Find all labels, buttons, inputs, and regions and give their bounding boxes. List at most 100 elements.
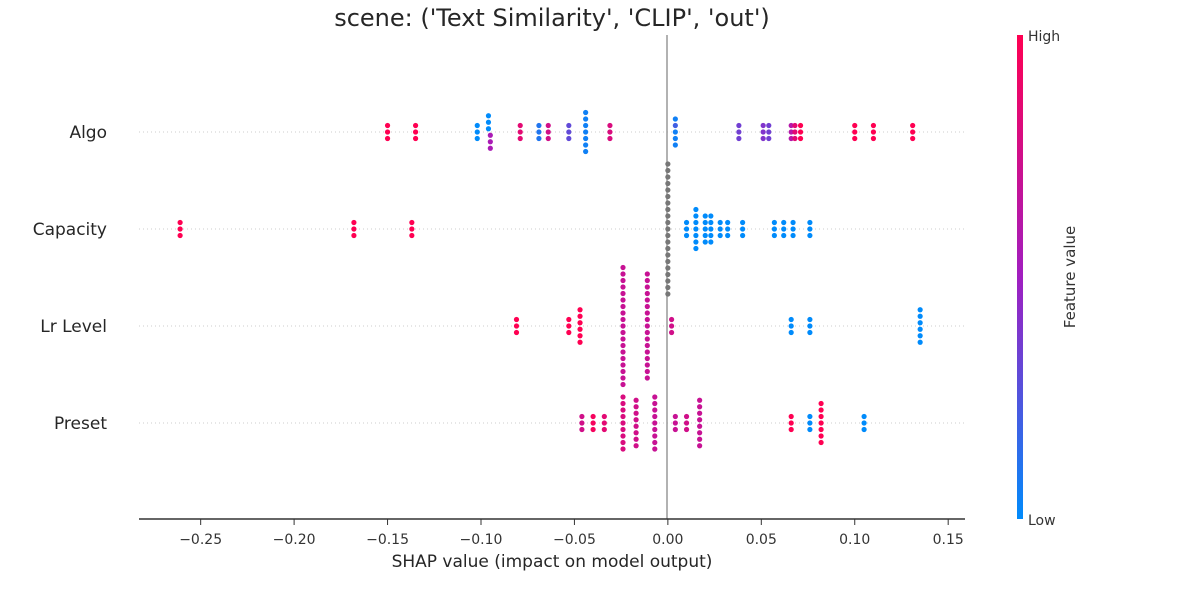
shap-point: [736, 122, 742, 129]
shap-point: [583, 109, 589, 116]
shap-point: [807, 426, 813, 433]
shap-point: [790, 226, 796, 232]
shap-point: [917, 333, 923, 339]
shap-point: [566, 329, 572, 336]
shap-point: [683, 420, 690, 426]
shap-point: [590, 413, 596, 420]
shap-point: [652, 420, 658, 426]
shap-point: [620, 400, 626, 407]
shap-point: [583, 129, 589, 135]
shap-point: [708, 239, 714, 245]
shap-point: [601, 426, 607, 433]
shap-point: [683, 426, 690, 433]
shap-points: [177, 109, 923, 452]
shap-point: [693, 239, 699, 245]
feature-gridlines: [139, 131, 965, 424]
shap-point: [409, 232, 415, 239]
shap-point: [351, 219, 357, 226]
shap-point: [818, 426, 824, 433]
feature-label: Algo: [69, 123, 107, 143]
shap-point: [708, 219, 714, 226]
shap-point: [633, 410, 639, 416]
shap-point: [620, 303, 626, 310]
shap-point: [644, 271, 650, 277]
shap-point: [474, 129, 480, 135]
shap-point: [620, 297, 626, 303]
shap-point: [607, 122, 613, 129]
shap-point: [384, 129, 391, 135]
shap-point: [781, 219, 787, 226]
shap-point: [536, 122, 542, 129]
shap-point: [771, 232, 777, 239]
shap-point: [620, 375, 626, 381]
shap-point: [517, 135, 523, 142]
shap-point: [577, 307, 583, 313]
shap-point: [852, 122, 858, 129]
shap-point: [697, 404, 703, 410]
shap-point: [665, 226, 671, 232]
shap-point: [620, 290, 626, 297]
shap-point: [740, 226, 746, 232]
shap-point: [736, 135, 742, 142]
shap-point: [717, 226, 723, 232]
shap-point: [693, 232, 699, 239]
shap-point: [644, 303, 650, 310]
shap-point: [620, 407, 626, 413]
x-tick-label: 0.10: [839, 532, 870, 548]
x-axis-ticks: −0.25 −0.20 −0.15 −0.10 −0.05 0.00 0.05 0.10 0.1…: [179, 519, 964, 548]
shap-point: [633, 397, 639, 403]
shap-point: [566, 316, 572, 323]
shap-point: [620, 336, 626, 342]
shap-point: [620, 413, 626, 420]
shap-point: [487, 145, 493, 151]
shap-point: [818, 420, 824, 426]
shap-point: [665, 271, 671, 278]
shap-point: [513, 316, 520, 323]
shap-point: [669, 323, 675, 329]
shap-point: [652, 413, 658, 420]
shap-point: [545, 129, 551, 135]
shap-point: [583, 148, 589, 155]
shap-point: [620, 329, 626, 336]
shap-point: [620, 277, 626, 284]
shap-point: [351, 232, 357, 239]
shap-point: [665, 193, 671, 200]
shap-point: [870, 129, 877, 135]
shap-point: [910, 135, 916, 142]
shap-point: [766, 135, 772, 142]
colorbar: [1017, 35, 1023, 519]
shap-point: [583, 135, 589, 142]
shap-point: [652, 400, 658, 407]
shap-point: [781, 226, 787, 232]
shap-point: [792, 129, 798, 135]
shap-point: [917, 307, 923, 313]
shap-point: [702, 226, 708, 232]
shap-point: [665, 278, 671, 284]
shap-point: [740, 232, 746, 239]
shap-point: [861, 420, 867, 426]
shap-point: [620, 349, 626, 355]
shap-point: [818, 439, 824, 446]
shap-point: [607, 129, 613, 135]
shap-point: [693, 245, 699, 252]
shap-point: [702, 232, 708, 239]
chart-title: scene: ('Text Similarity', 'CLIP', 'out'…: [334, 4, 770, 32]
shap-point: [384, 122, 391, 129]
shap-point: [870, 135, 877, 142]
shap-point: [620, 310, 626, 316]
shap-point: [644, 349, 650, 355]
shap-point: [792, 122, 798, 129]
shap-point: [583, 116, 589, 122]
x-tick-label: −0.20: [273, 532, 316, 548]
shap-point: [409, 226, 415, 232]
shap-point: [583, 142, 589, 148]
shap-point: [620, 420, 626, 426]
shap-point: [633, 423, 639, 429]
shap-point: [669, 329, 675, 336]
shap-point: [566, 129, 572, 135]
shap-point: [485, 126, 492, 132]
x-tick-label: −0.05: [553, 532, 596, 548]
shap-point: [683, 219, 690, 226]
shap-point: [665, 206, 671, 213]
shap-point: [781, 232, 787, 239]
